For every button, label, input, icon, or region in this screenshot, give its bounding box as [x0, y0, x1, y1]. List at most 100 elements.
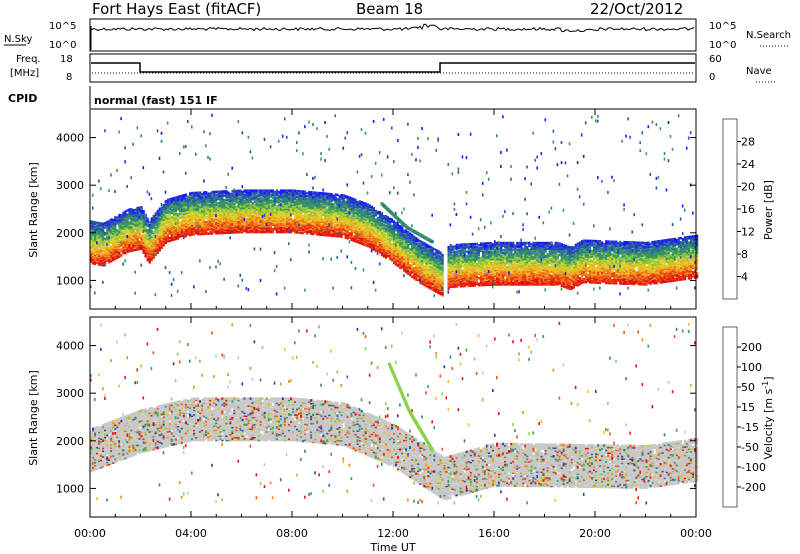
heatmap-cell	[116, 169, 118, 172]
heatmap-cell	[130, 242, 133, 245]
heatmap-cell	[451, 285, 454, 288]
heatmap-cell	[302, 216, 305, 219]
heatmap-cell	[245, 206, 248, 209]
heatmap-cell	[98, 243, 101, 246]
heatmap-cell	[257, 229, 260, 232]
heatmap-cell	[239, 198, 242, 201]
heatmap-cell	[267, 205, 270, 208]
heatmap-cell	[114, 234, 117, 238]
heatmap-cell	[320, 214, 323, 218]
heatmap-cell	[275, 230, 278, 234]
heatmap-cell	[338, 204, 341, 208]
heatmap-cell	[403, 269, 406, 272]
heatmap-cell	[374, 236, 377, 240]
heatmap-cell	[318, 223, 321, 226]
heatmap-cell	[98, 230, 101, 233]
heatmap-cell	[334, 207, 337, 211]
heatmap-cell	[417, 238, 420, 242]
heatmap-cell	[403, 250, 406, 254]
heatmap-cell	[346, 215, 349, 219]
heatmap-cell	[382, 216, 386, 219]
heatmap-cell	[255, 213, 258, 217]
heatmap-cell	[283, 215, 287, 218]
heatmap-cell	[285, 215, 289, 218]
heatmap-cell	[267, 208, 270, 211]
heatmap-cell	[259, 189, 262, 192]
heatmap-cell	[431, 255, 434, 258]
heatmap-cell	[308, 196, 311, 200]
heatmap-cell	[211, 203, 214, 207]
heatmap-cell	[96, 248, 99, 252]
heatmap-cell	[209, 195, 212, 198]
heatmap-cell	[360, 236, 363, 240]
nave-tick-high: 60	[709, 54, 722, 65]
heatmap-cell	[231, 209, 234, 213]
heatmap-cell	[336, 197, 339, 201]
heatmap-cell	[386, 254, 390, 258]
heatmap-cell	[374, 211, 377, 214]
heatmap-cell	[263, 226, 266, 229]
heatmap-cell	[340, 196, 343, 200]
heatmap-cell	[144, 239, 147, 242]
heatmap-cell	[393, 257, 396, 260]
heatmap-cell	[407, 262, 410, 265]
heatmap-cell	[253, 208, 256, 211]
heatmap-cell	[277, 205, 281, 208]
heatmap-cell	[225, 190, 228, 193]
heatmap-cell	[98, 241, 101, 245]
heatmap-cell	[219, 210, 222, 213]
heatmap-cell	[118, 223, 120, 227]
heatmap-cell	[182, 194, 186, 197]
heatmap-cell	[380, 240, 384, 244]
heatmap-cell	[372, 241, 375, 244]
heatmap-cell	[350, 221, 353, 224]
heatmap-cell	[197, 222, 200, 226]
heatmap-cell	[205, 224, 208, 227]
heatmap-cell	[419, 254, 422, 257]
heatmap-cell	[221, 231, 224, 235]
freq-tick-high: 18	[60, 54, 73, 65]
heatmap-cell	[279, 230, 283, 234]
heatmap-cell	[300, 228, 303, 232]
heatmap-cell	[320, 152, 322, 156]
heatmap-cell	[261, 203, 264, 207]
heatmap-cell	[340, 225, 343, 228]
heatmap-cell	[342, 224, 345, 227]
heatmap-cell	[447, 260, 450, 263]
heatmap-cell	[417, 136, 419, 140]
heatmap-cell	[368, 231, 371, 234]
heatmap-cell	[411, 264, 414, 267]
heatmap-cell	[423, 242, 426, 245]
heatmap-cell	[364, 205, 367, 208]
heatmap-cell	[104, 221, 107, 225]
heatmap-cell	[453, 285, 456, 288]
heatmap-cell	[407, 269, 410, 273]
heatmap-cell	[389, 250, 392, 253]
heatmap-cell	[356, 213, 359, 217]
heatmap-cell	[294, 189, 297, 193]
heatmap-cell	[447, 264, 450, 268]
heatmap-cell	[120, 244, 123, 247]
heatmap-cell	[102, 222, 105, 226]
heatmap-cell	[362, 204, 365, 208]
heatmap-cell	[419, 270, 422, 273]
heatmap-cell	[290, 223, 293, 227]
heatmap-cell	[380, 213, 384, 217]
heatmap-cell	[126, 219, 129, 222]
heatmap-cell	[172, 218, 175, 221]
heatmap-cell	[225, 218, 228, 222]
heatmap-cell	[449, 272, 452, 276]
nsky-tick-low: 10^0	[49, 40, 76, 51]
heatmap-cell	[304, 226, 307, 229]
heatmap-cell	[180, 223, 184, 226]
heatmap-cell	[290, 226, 293, 229]
heatmap-cell	[106, 242, 108, 246]
heatmap-cell	[338, 199, 341, 202]
heatmap-cell	[421, 262, 424, 265]
heatmap-cell	[285, 206, 289, 209]
heatmap-cell	[330, 217, 333, 220]
heatmap-cell	[294, 193, 297, 197]
heatmap-cell	[362, 216, 365, 219]
heatmap-cell	[249, 195, 252, 198]
heatmap-cell	[166, 211, 169, 214]
